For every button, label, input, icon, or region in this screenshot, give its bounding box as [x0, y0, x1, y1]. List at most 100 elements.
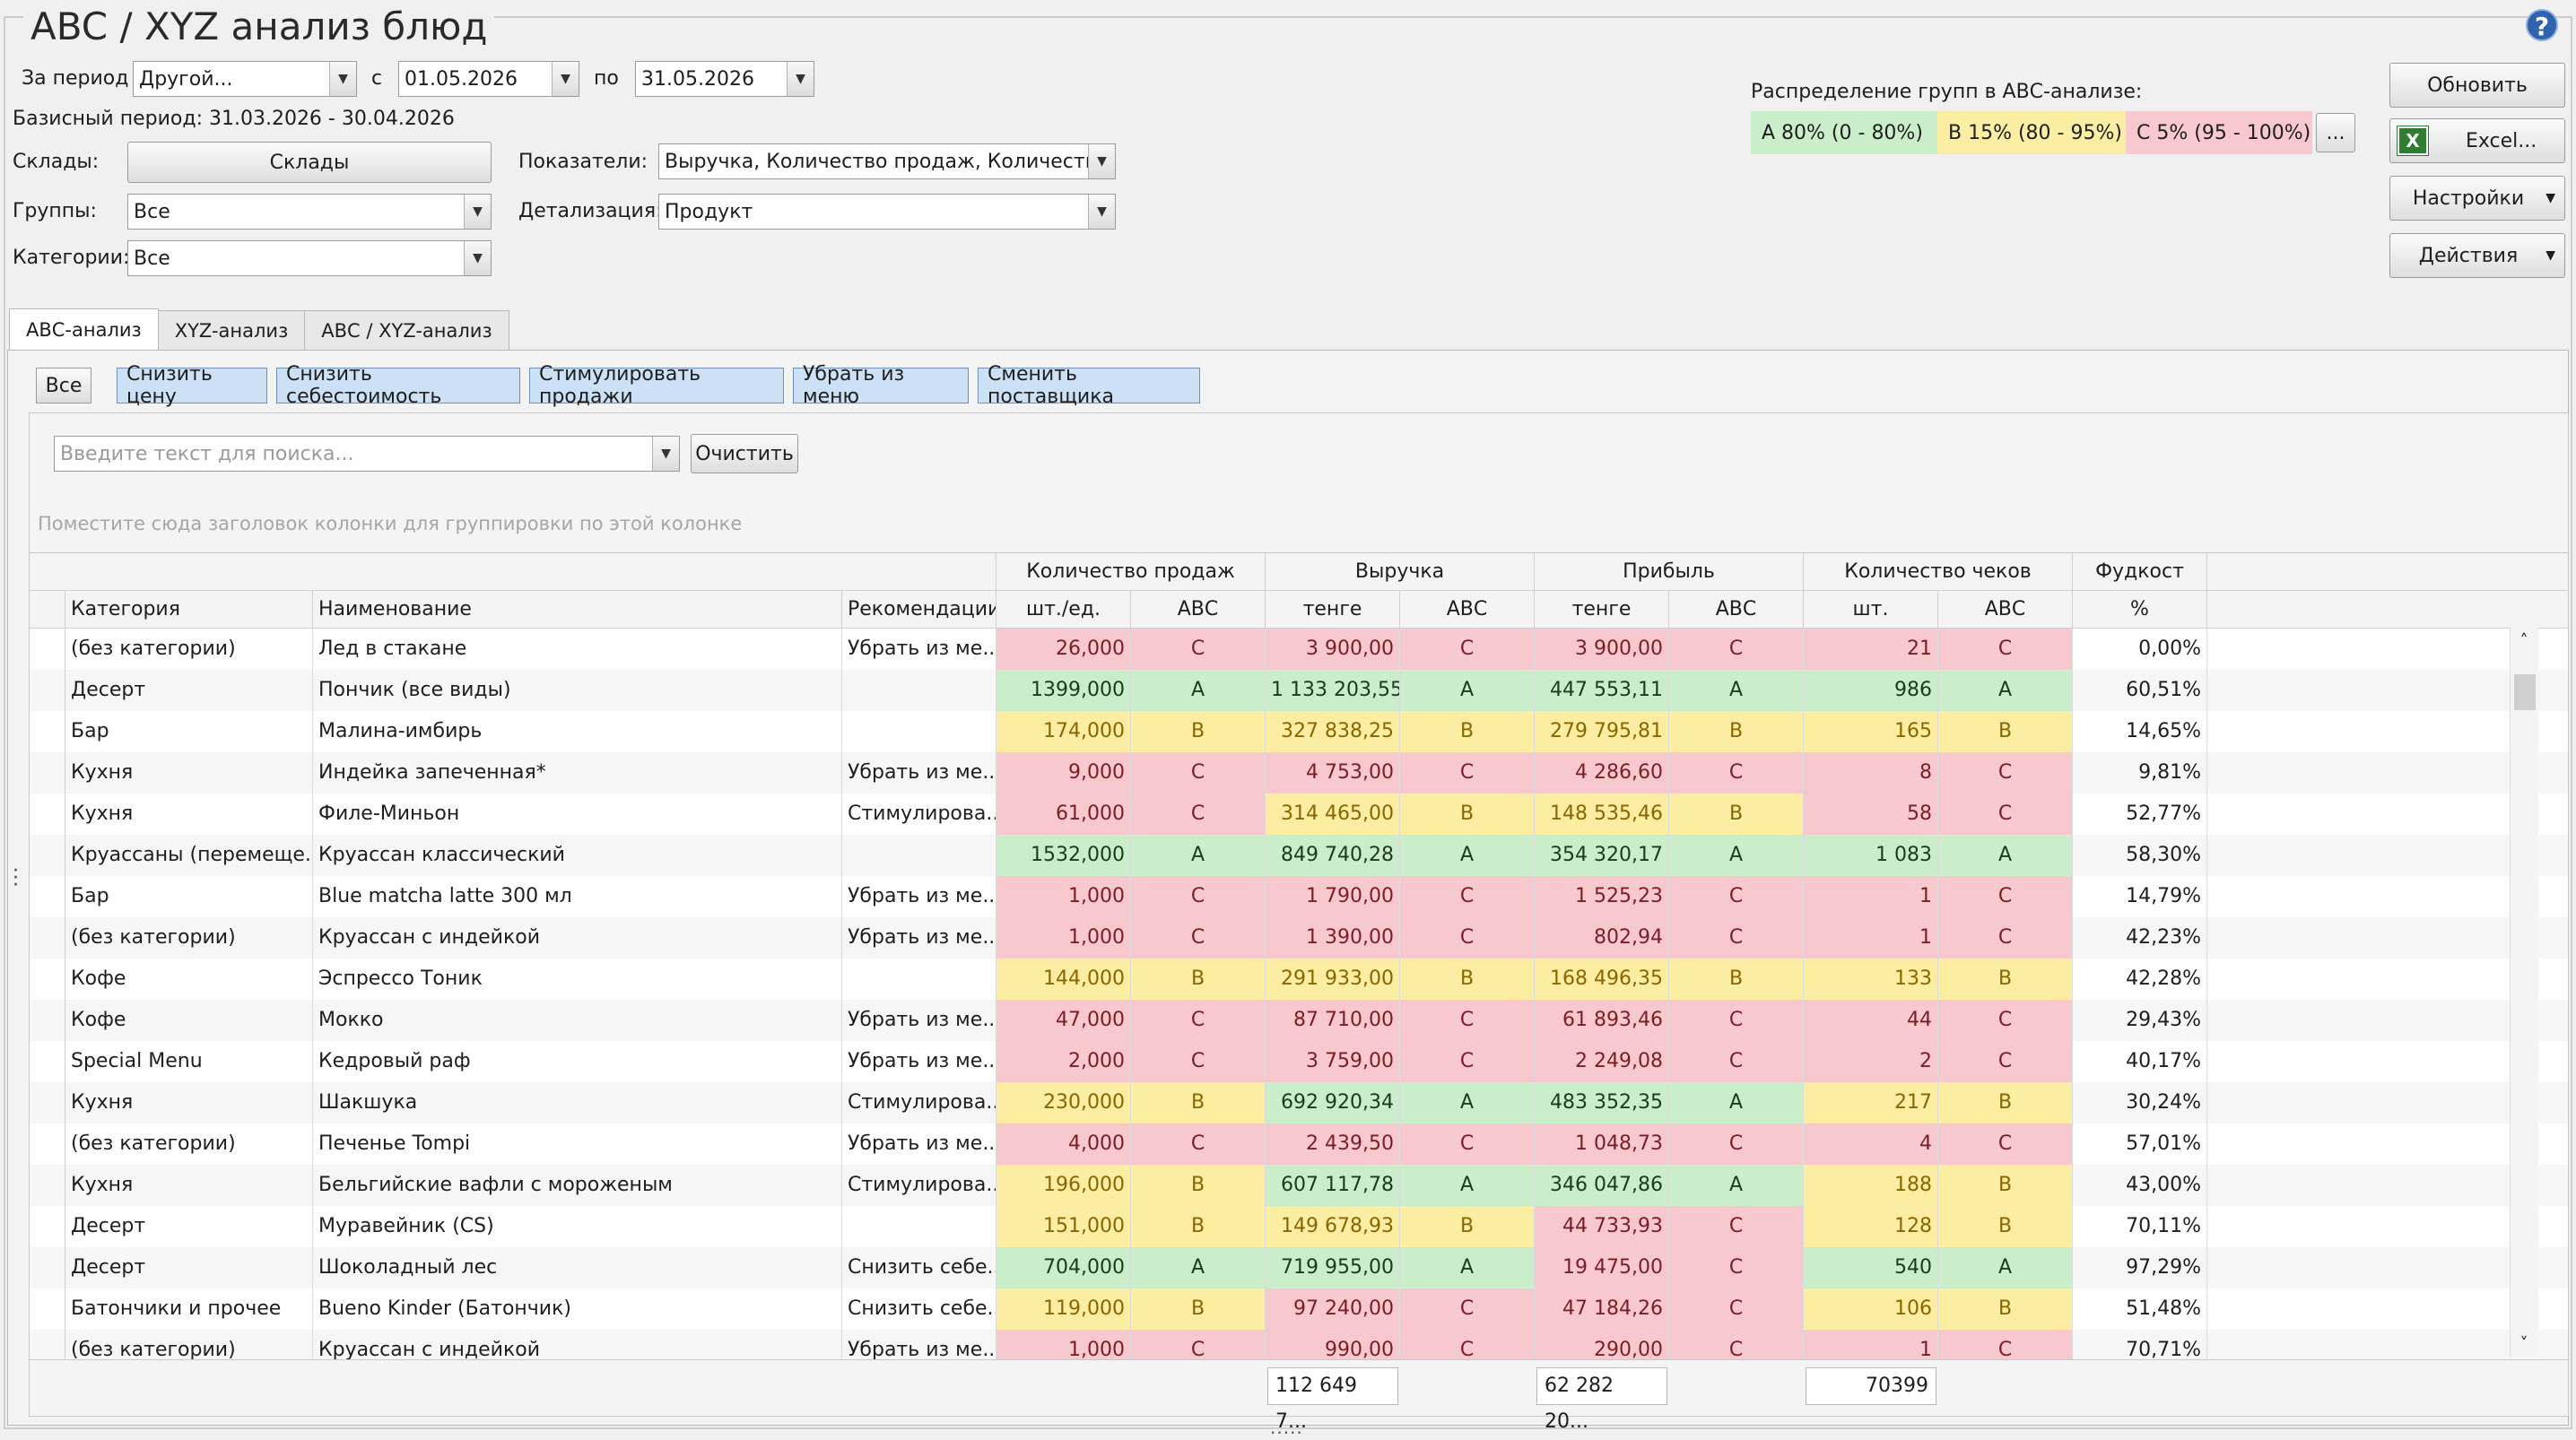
cell-checks-abc: С — [1938, 1041, 2073, 1082]
groups-select[interactable]: Все ▼ — [127, 194, 492, 230]
cell-foodcost: 60,51% — [2073, 670, 2207, 711]
chevron-down-icon[interactable]: ▼ — [552, 62, 579, 96]
row-indicator[interactable] — [30, 1123, 65, 1165]
tab-abc[interactable]: АВС-анализ — [9, 308, 159, 350]
table-row[interactable]: Кофе Мокко Убрать из ме... 47,000 С 87 710,00… — [30, 1000, 2568, 1041]
period-select[interactable]: Другой... ▼ — [133, 61, 357, 97]
row-indicator[interactable] — [30, 1288, 65, 1330]
row-indicator[interactable] — [30, 670, 65, 711]
cell-profit: 2 249,08 — [1535, 1041, 1669, 1082]
detail-select[interactable]: Продукт ▼ — [658, 194, 1116, 230]
table-row[interactable]: Бар Blue matcha latte 300 мл Убрать из ме.… — [30, 876, 2568, 917]
table-row[interactable]: (без категории) Круассан с индейкой Убрать… — [30, 917, 2568, 959]
table-row[interactable]: Кухня Шакшука Стимулирова... 230,000 В 692 92… — [30, 1082, 2568, 1123]
tab-xyz[interactable]: XYZ-анализ — [157, 310, 306, 350]
header-recommendations[interactable]: Рекомендации — [842, 591, 996, 629]
distribution-more-button[interactable]: ... — [2316, 113, 2355, 152]
header-qty[interactable]: шт./ед. — [996, 591, 1131, 629]
resize-grip[interactable]: ..... — [1270, 1417, 1303, 1438]
table-row[interactable]: Кухня Индейка запеченная* Убрать из ме... 9… — [30, 752, 2568, 794]
chevron-down-icon[interactable]: ▼ — [652, 437, 679, 471]
chevron-down-icon[interactable]: ▼ — [1088, 144, 1115, 178]
chevron-down-icon[interactable]: ▼ — [464, 195, 491, 229]
indicators-select[interactable]: Выручка, Количество продаж, Количеств...… — [658, 143, 1116, 179]
table-row[interactable]: Круассаны (перемеще... Круассан классичес… — [30, 835, 2568, 876]
row-indicator[interactable] — [30, 1247, 65, 1288]
row-indicator[interactable] — [30, 1082, 65, 1123]
row-indicator[interactable] — [30, 1165, 65, 1206]
date-to-picker[interactable]: 31.05.2026 ▼ — [635, 61, 814, 97]
cell-category: Бар — [65, 876, 313, 917]
header-qty-abc[interactable]: АВС — [1131, 591, 1266, 629]
cell-foodcost: 58,30% — [2073, 835, 2207, 876]
header-profit-abc[interactable]: АВС — [1669, 591, 1804, 629]
filter-stimulate-button[interactable]: Стимулировать продажи — [529, 363, 784, 408]
row-indicator[interactable] — [30, 711, 65, 752]
header-name[interactable]: Наименование — [313, 591, 842, 629]
scroll-up-icon[interactable]: ˄ — [2519, 631, 2528, 650]
table-row[interactable]: Кофе Эспрессо Тоник 144,000 В 291 933,00 В 168… — [30, 959, 2568, 1000]
categories-select[interactable]: Все ▼ — [127, 240, 492, 276]
warehouses-button[interactable]: Склады — [127, 142, 492, 183]
table-row[interactable]: Батончики и прочее Bueno Kinder (Батончик… — [30, 1288, 2568, 1330]
scroll-thumb[interactable] — [2514, 674, 2536, 710]
date-from-picker[interactable]: 01.05.2026 ▼ — [398, 61, 579, 97]
filter-lower-price-button[interactable]: Снизить цену — [117, 363, 267, 408]
table-row[interactable]: Кухня Бельгийские вафли с мороженым Стимул… — [30, 1165, 2568, 1206]
table-row[interactable]: (без категории) Печенье Tompi Убрать из ме… — [30, 1123, 2568, 1165]
chevron-down-icon[interactable]: ▼ — [1088, 195, 1115, 229]
search-input[interactable]: Введите текст для поиска... ▼ — [54, 436, 680, 472]
filter-remove-button[interactable]: Убрать из меню — [793, 363, 969, 408]
table-row[interactable]: Special Menu Кедровый раф Убрать из ме... 2… — [30, 1041, 2568, 1082]
refresh-button[interactable]: Обновить — [2389, 63, 2565, 108]
header-revenue[interactable]: тенге — [1266, 591, 1400, 629]
filter-lower-cost-button[interactable]: Снизить себестоимость — [276, 363, 520, 408]
row-indicator-header — [30, 591, 65, 629]
table-row[interactable]: Кухня Филе-Миньон Стимулирова... 61,000 С 314… — [30, 794, 2568, 835]
row-indicator[interactable] — [30, 1330, 65, 1359]
row-indicator[interactable] — [30, 1000, 65, 1041]
table-row[interactable]: Бар Малина-имбирь 174,000 В 327 838,25 В 279 7… — [30, 711, 2568, 752]
filter-change-supplier-button[interactable]: Сменить поставщика — [978, 363, 1200, 408]
cell-revenue: 2 439,50 — [1266, 1123, 1400, 1165]
table-row[interactable]: (без категории) Круассан с индейкой Убрать… — [30, 1330, 2568, 1359]
search-placeholder: Введите текст для поиска... — [60, 442, 354, 465]
table-row[interactable]: Десерт Шоколадный лес Снизить себе... 704,0… — [30, 1247, 2568, 1288]
cell-qty-abc: В — [1131, 1165, 1266, 1206]
row-indicator[interactable] — [30, 876, 65, 917]
row-indicator[interactable] — [30, 629, 65, 670]
chevron-down-icon[interactable]: ▼ — [787, 62, 814, 96]
chevron-down-icon[interactable]: ▼ — [329, 62, 356, 96]
cell-recommendation: Стимулирова... — [842, 1082, 996, 1123]
header-revenue-abc[interactable]: АВС — [1400, 591, 1535, 629]
cell-qty-abc: С — [1131, 629, 1266, 670]
splitter-handle[interactable]: · · · — [13, 860, 19, 897]
excel-button[interactable]: X Excel... — [2389, 118, 2565, 163]
row-indicator[interactable] — [30, 1041, 65, 1082]
table-row[interactable]: Десерт Пончик (все виды) 1399,000 А 1 133 20… — [30, 670, 2568, 711]
header-category[interactable]: Категория — [65, 591, 313, 629]
table-row[interactable]: Десерт Муравейник (CS) 151,000 В 149 678,93 В… — [30, 1206, 2568, 1247]
row-indicator[interactable] — [30, 835, 65, 876]
cell-category: Кухня — [65, 1082, 313, 1123]
row-indicator[interactable] — [30, 917, 65, 959]
vertical-scrollbar[interactable]: ˄ ˅ — [2510, 628, 2538, 1358]
header-checks-abc[interactable]: АВС — [1938, 591, 2073, 629]
header-foodcost[interactable]: % — [2073, 591, 2207, 629]
scroll-down-icon[interactable]: ˅ — [2519, 1334, 2528, 1353]
tab-abc-xyz[interactable]: АВС / XYZ-анализ — [304, 310, 509, 350]
settings-button[interactable]: Настройки ▼ — [2389, 176, 2565, 221]
row-indicator[interactable] — [30, 1206, 65, 1247]
row-indicator[interactable] — [30, 959, 65, 1000]
actions-button[interactable]: Действия ▼ — [2389, 233, 2565, 278]
help-icon[interactable]: ? — [2526, 9, 2558, 41]
cell-name: Blue matcha latte 300 мл — [313, 876, 842, 917]
filter-all-button[interactable]: Все — [36, 368, 91, 403]
header-profit[interactable]: тенге — [1535, 591, 1669, 629]
row-indicator[interactable] — [30, 794, 65, 835]
table-row[interactable]: (без категории) Лед в стакане Убрать из ме… — [30, 629, 2568, 670]
header-checks[interactable]: шт. — [1804, 591, 1938, 629]
clear-button[interactable]: Очистить — [691, 434, 798, 473]
chevron-down-icon[interactable]: ▼ — [464, 241, 491, 275]
row-indicator[interactable] — [30, 752, 65, 794]
